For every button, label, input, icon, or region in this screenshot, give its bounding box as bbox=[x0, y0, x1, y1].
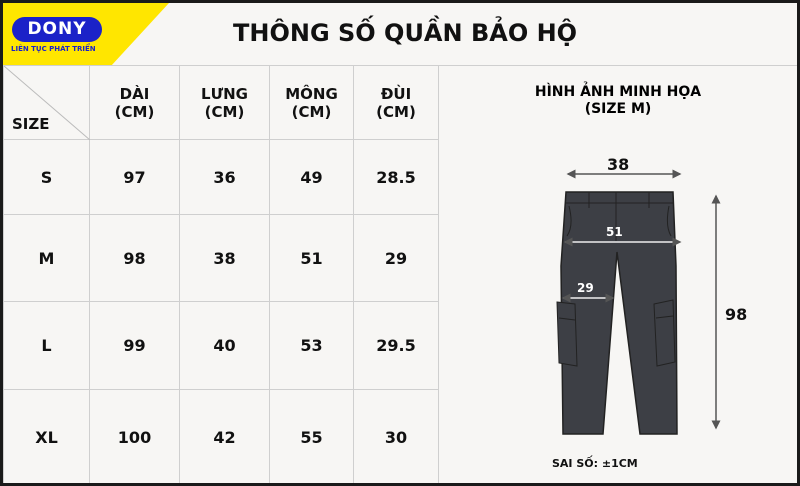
table-row: S 97 36 49 28.5 bbox=[3, 139, 439, 215]
value-cell: 40 bbox=[179, 301, 270, 390]
value-cell: 100 bbox=[89, 389, 180, 483]
size-cell: XL bbox=[3, 389, 90, 483]
column-header: MÔNG (CM) bbox=[269, 65, 354, 140]
size-table: SIZE DÀI (CM) LƯNG (CM) MÔNG (CM) ĐÙI (CM) S… bbox=[3, 65, 439, 483]
column-header: LƯNG (CM) bbox=[179, 65, 270, 140]
illustration-panel: HÌNH ẢNH MINH HỌA (SIZE M) 38 51 29 98 SA… bbox=[438, 65, 797, 483]
size-cell: L bbox=[3, 301, 90, 390]
value-cell: 51 bbox=[269, 214, 354, 302]
page-title: THÔNG SỐ QUẦN BẢO HỘ bbox=[233, 19, 578, 47]
brand-logo: DONY bbox=[12, 17, 102, 42]
value-cell: 36 bbox=[179, 139, 270, 215]
column-header: DÀI (CM) bbox=[89, 65, 180, 140]
waist-label: 38 bbox=[607, 155, 630, 174]
value-cell: 55 bbox=[269, 389, 354, 483]
brand-slogan: LIÊN TỤC PHÁT TRIỂN bbox=[11, 45, 96, 53]
table-row: M 98 38 51 29 bbox=[3, 214, 439, 302]
pants-illustration bbox=[556, 169, 721, 435]
value-cell: 97 bbox=[89, 139, 180, 215]
size-cell: M bbox=[3, 214, 90, 302]
value-cell: 29 bbox=[353, 214, 439, 302]
table-row: XL 100 42 55 30 bbox=[3, 389, 439, 483]
size-header: SIZE bbox=[12, 115, 50, 133]
value-cell: 30 bbox=[353, 389, 439, 483]
column-header: ĐÙI (CM) bbox=[353, 65, 439, 140]
value-cell: 38 bbox=[179, 214, 270, 302]
value-cell: 29.5 bbox=[353, 301, 439, 390]
diagonal-line bbox=[4, 66, 90, 140]
tolerance-note: SAI SỐ: ±1CM bbox=[552, 457, 638, 470]
length-label: 98 bbox=[725, 305, 748, 324]
value-cell: 99 bbox=[89, 301, 180, 390]
brand-banner-slant bbox=[111, 3, 169, 66]
value-cell: 28.5 bbox=[353, 139, 439, 215]
size-corner-cell: SIZE bbox=[3, 65, 90, 140]
illustration-title: HÌNH ẢNH MINH HỌA bbox=[534, 84, 702, 100]
size-cell: S bbox=[3, 139, 90, 215]
size-chart: DONY LIÊN TỤC PHÁT TRIỂN THÔNG SỐ QUẦN B… bbox=[3, 3, 797, 483]
thigh-label: 29 bbox=[577, 281, 594, 295]
table-header-row: SIZE DÀI (CM) LƯNG (CM) MÔNG (CM) ĐÙI (CM) bbox=[3, 65, 439, 140]
pants-icon bbox=[556, 191, 678, 435]
hip-label: 51 bbox=[606, 225, 623, 239]
table-row: L 99 40 53 29.5 bbox=[3, 301, 439, 390]
value-cell: 53 bbox=[269, 301, 354, 390]
value-cell: 42 bbox=[179, 389, 270, 483]
value-cell: 98 bbox=[89, 214, 180, 302]
value-cell: 49 bbox=[269, 139, 354, 215]
illustration-subtitle: (SIZE M) bbox=[584, 101, 652, 117]
